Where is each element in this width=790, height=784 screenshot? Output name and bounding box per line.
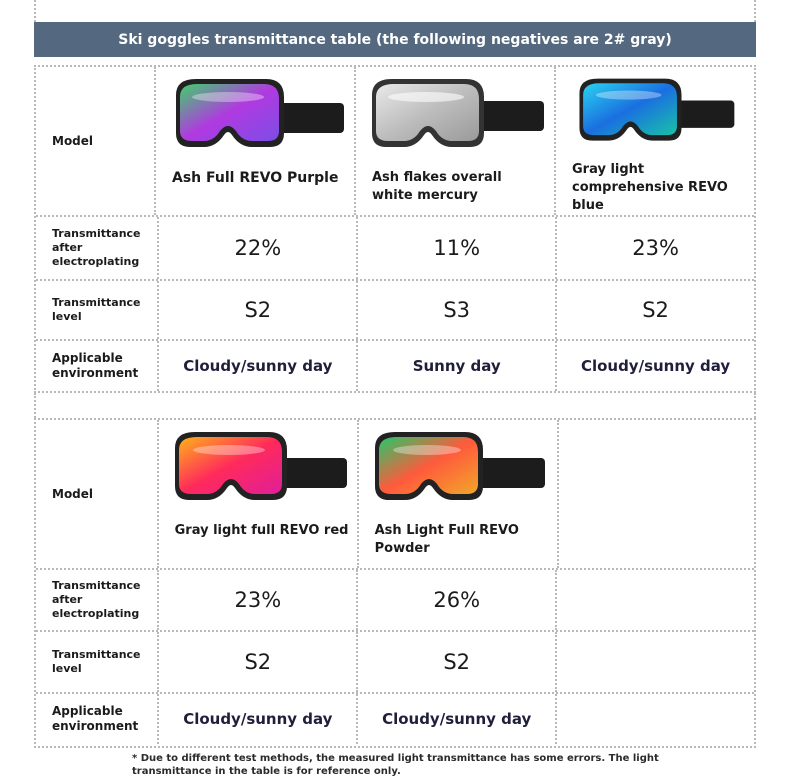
footnote: * Due to different test methods, the mea… [132,753,659,777]
goggle-blue-image [579,78,735,141]
level-value: S2 [159,281,359,339]
empty-cell [557,570,754,630]
product-name: Ash Light Full REVO Powder [374,523,519,556]
level-row: Transmittance level S2 S3 S2 [36,281,754,341]
product-cell: Ash flakes overall white mercury [356,67,556,215]
transmittance-value: 22% [159,217,359,279]
transmittance-row: Transmittance after electroplating 22% 1… [36,217,754,281]
environment-row: Applicable environment Cloudy/sunny day … [36,694,754,744]
table-header: Ski goggles transmittance table (the fol… [34,22,756,57]
top-border-ticks [34,0,756,22]
environment-value: Cloudy/sunny day [159,694,359,744]
level-label: Transmittance level [36,632,160,692]
product-cell: Gray light full REVO red [159,420,359,568]
table-title: Ski goggles transmittance table (the fol… [118,31,672,48]
goggle-purple-image [176,79,344,147]
transmittance-row: Transmittance after electroplating 23% 2… [36,570,754,632]
goggle-powder-image [374,432,545,500]
level-value: S3 [358,281,558,339]
level-row: Transmittance level S2 S2 [36,632,754,694]
level-value: S2 [358,632,558,692]
product-name: Ash flakes overall white mercury [372,170,502,203]
transmittance-value: 26% [358,570,558,630]
product-name: Ash Full REVO Purple [172,170,339,186]
environment-label: Applicable environment [36,341,160,391]
empty-cell [557,694,754,744]
environment-value: Cloudy/sunny day [580,357,731,375]
product-cell: Ash Full REVO Purple [156,67,356,215]
model-row: Model Gray light full REVO red Ash Light… [36,420,754,570]
empty-cell [557,632,754,692]
environment-label: Applicable environment [36,694,160,744]
transmittance-table-2: Model Gray light full REVO red Ash Light… [34,418,756,748]
level-value: S2 [159,632,359,692]
goggle-white-mercury-image [372,79,544,147]
model-label: Model [36,67,156,215]
transmittance-value: 11% [358,217,558,279]
product-name: Gray light full REVO red [174,523,349,538]
environment-row: Applicable environment Cloudy/sunny day … [36,341,754,391]
transmittance-value: 23% [159,570,359,630]
product-name: Gray light comprehensive REVO blue [572,162,728,213]
environment-value: Sunny day [358,341,558,391]
table-spacer [34,393,756,418]
level-label: Transmittance level [36,281,160,339]
product-cell: Gray light comprehensive REVO blue [556,67,754,215]
goggle-red-image [174,432,347,500]
level-value: S2 [642,298,669,322]
environment-value: Cloudy/sunny day [159,341,359,391]
model-label: Model [36,420,159,568]
model-row: Model Ash Full REVO Purple Ash flakes ov… [36,67,754,217]
transmittance-table-1: Model Ash Full REVO Purple Ash flakes ov… [34,65,756,393]
empty-cell [559,420,754,568]
environment-value: Cloudy/sunny day [358,694,558,744]
product-cell: Ash Light Full REVO Powder [359,420,559,568]
transmittance-label: Transmittance after electroplating [36,570,160,630]
transmittance-label: Transmittance after electroplating [36,217,160,279]
transmittance-value: 23% [632,236,679,260]
